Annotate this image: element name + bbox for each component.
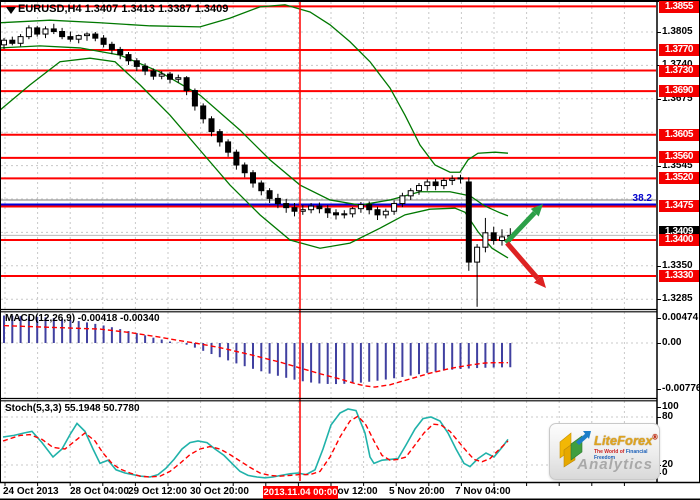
time-axis-label: 4 Nov 12:00 bbox=[322, 486, 378, 497]
level-price-badge: 1.3330 bbox=[659, 270, 699, 282]
logo-product: Analytics bbox=[577, 456, 653, 473]
liteforex-logo: LiteForex® The World of Financial Freedo… bbox=[549, 423, 660, 480]
macd-panel bbox=[1, 312, 656, 398]
time-axis-label: 7 Nov 04:00 bbox=[455, 486, 511, 497]
registered-mark: ® bbox=[652, 434, 658, 442]
axis-tick bbox=[657, 98, 661, 100]
axis-tick bbox=[657, 416, 661, 418]
axis-tick bbox=[657, 406, 661, 408]
time-axis-label: 24 Oct 2013 bbox=[3, 486, 59, 497]
logo-brand: LiteForex® bbox=[594, 433, 658, 448]
logo-tagline: The World of Financial Freedom bbox=[594, 449, 648, 461]
level-price-badge: 1.3475 bbox=[659, 200, 699, 212]
time-axis-label: 5 Nov 20:00 bbox=[389, 486, 445, 497]
price-axis-label: 0 bbox=[662, 467, 668, 478]
time-axis-label: 30 Oct 20:00 bbox=[190, 486, 249, 497]
price-axis-label: 1.3805 bbox=[662, 26, 693, 37]
date-separator-badge: 2013.11.04 00:00 bbox=[263, 486, 338, 499]
bollinger-middle bbox=[1, 45, 509, 217]
bollinger-lower bbox=[1, 57, 509, 259]
axis-tick bbox=[657, 265, 661, 267]
macd-indicator-label: MACD(12,26,9) -0.00418 -0.00340 bbox=[5, 313, 160, 324]
level-price-badge: 1.3855 bbox=[659, 1, 699, 13]
price-axis-label: 1.3285 bbox=[662, 293, 693, 304]
price-axis-label: 1.3545 bbox=[662, 160, 693, 171]
axis-tick bbox=[657, 317, 661, 319]
level-price-badge: 1.3730 bbox=[659, 65, 699, 77]
level-price-badge: 1.3520 bbox=[659, 172, 699, 184]
level-price-badge: 1.3770 bbox=[659, 44, 699, 56]
liteforex-logo-icon bbox=[559, 431, 591, 468]
chart-title-ohlc: EURUSD,H4 1.3407 1.3413 1.3387 1.3409 bbox=[18, 3, 229, 15]
axis-tick bbox=[657, 165, 661, 167]
bearish-arrow[interactable] bbox=[505, 241, 546, 288]
price-axis-label: 1.3740 bbox=[662, 59, 693, 70]
time-axis-label: 29 Oct 12:00 bbox=[128, 486, 187, 497]
level-price-badge: 1.3605 bbox=[659, 129, 699, 141]
macd-signal-line bbox=[3, 324, 508, 388]
stoch-d-line bbox=[2, 415, 509, 478]
level-price-badge: 1.3400 bbox=[659, 234, 699, 246]
symbol-dropdown-icon[interactable] bbox=[6, 7, 16, 14]
bollinger-upper bbox=[1, 4, 509, 173]
price-axis-label: 1.3675 bbox=[662, 93, 693, 104]
price-panel bbox=[1, 2, 656, 309]
price-axis-label: 0.00474 bbox=[662, 312, 699, 323]
axis-tick bbox=[657, 342, 661, 344]
axis-tick bbox=[657, 298, 661, 300]
price-axis-label: 1.3350 bbox=[662, 260, 693, 271]
fibonacci-382-label: 38.2 bbox=[632, 193, 652, 204]
macd-histogram bbox=[3, 315, 512, 385]
price-axis-label: 0.00 bbox=[662, 337, 682, 348]
price-axis-label: 100 bbox=[662, 401, 679, 412]
price-axis-label: 20 bbox=[662, 459, 674, 470]
price-axis-label: 80 bbox=[662, 411, 674, 422]
candles-layer bbox=[1, 23, 514, 307]
time-axis-label: 28 Oct 04:00 bbox=[70, 486, 129, 497]
stoch-indicator-label: Stoch(5,3,3) 55.1948 50.7780 bbox=[5, 403, 140, 414]
axis-tick bbox=[657, 31, 661, 33]
price-axis-label: -0.00776 bbox=[662, 383, 700, 394]
stoch-k-line bbox=[2, 408, 509, 479]
level-price-badge: 1.3560 bbox=[659, 151, 699, 163]
axis-tick bbox=[657, 388, 661, 390]
level-price-badge: 1.3690 bbox=[659, 85, 699, 97]
bullish-arrow[interactable] bbox=[504, 204, 543, 245]
